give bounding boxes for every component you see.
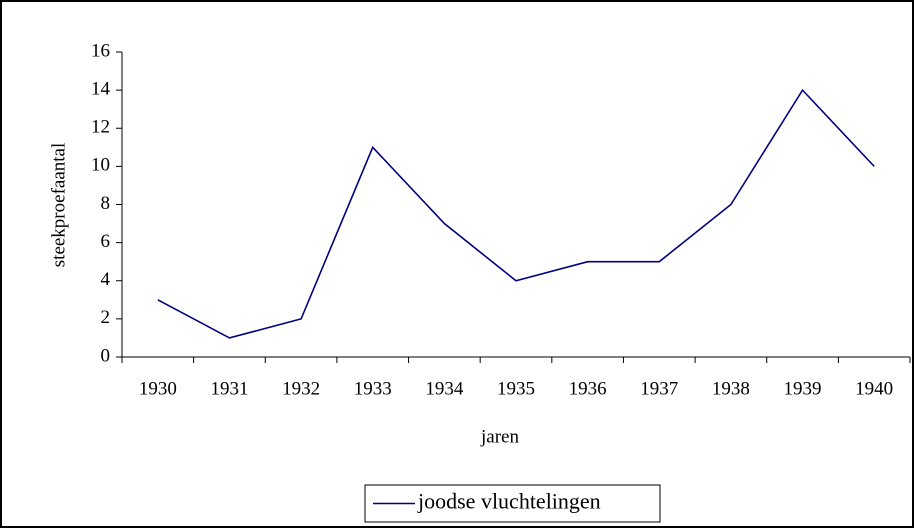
y-tick-label: 4	[101, 269, 111, 290]
x-tick-label: 1940	[855, 378, 893, 399]
y-tick-label: 0	[101, 345, 111, 366]
x-tick-label: 1930	[139, 378, 177, 399]
x-tick-label: 1936	[569, 378, 607, 399]
y-tick-label: 2	[101, 307, 111, 328]
x-tick-label: 1939	[784, 378, 822, 399]
y-tick-label: 6	[101, 231, 111, 252]
legend-label: joodse vluchtelingen	[417, 489, 601, 514]
x-tick-label: 1938	[712, 378, 750, 399]
y-axis-label: steekproefaantal	[48, 143, 69, 267]
x-tick-label: 1935	[497, 378, 535, 399]
x-tick-label: 1934	[425, 378, 464, 399]
y-tick-label: 10	[91, 155, 110, 176]
x-tick-label: 1931	[210, 378, 248, 399]
y-tick-label: 16	[91, 40, 110, 61]
x-tick-label: 1937	[640, 378, 678, 399]
y-tick-label: 14	[91, 78, 111, 99]
x-tick-label: 1932	[282, 378, 320, 399]
y-tick-label: 12	[91, 117, 110, 138]
y-tick-label: 8	[101, 193, 111, 214]
x-axis-label: jaren	[480, 426, 519, 447]
x-tick-label: 1933	[354, 378, 392, 399]
data-line	[157, 88, 875, 339]
